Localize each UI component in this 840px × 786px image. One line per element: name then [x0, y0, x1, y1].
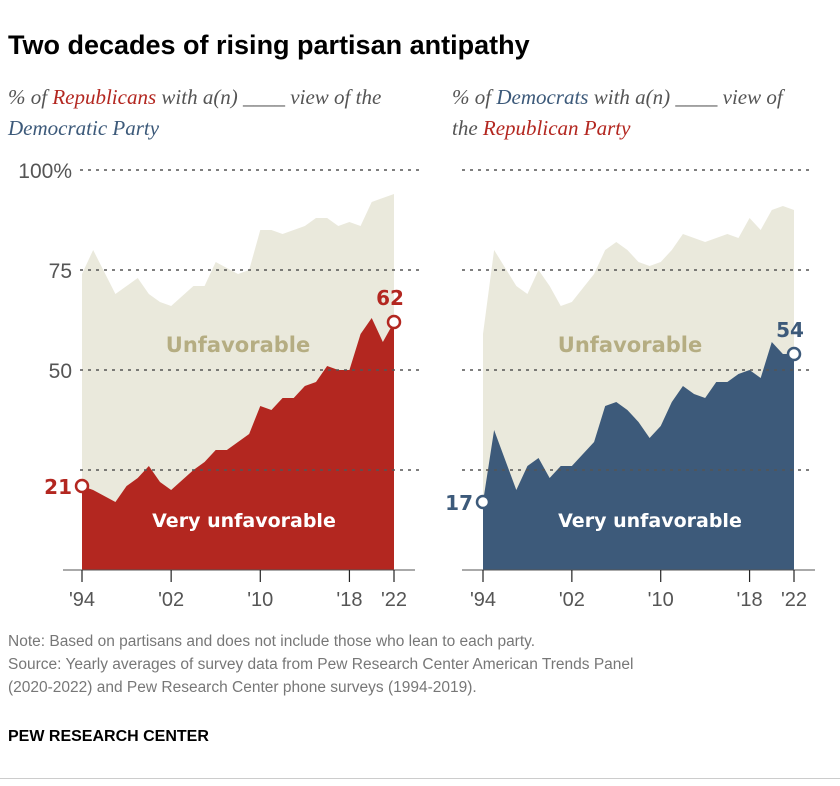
x-tick-label: '22	[381, 589, 407, 611]
source-text: (2020-2022) and Pew Research Center phon…	[8, 679, 477, 696]
start-point-marker	[74, 478, 90, 494]
end-value-label: 54	[776, 318, 804, 342]
very-unfavorable-area	[82, 318, 394, 570]
x-tick-label: '94	[69, 589, 95, 611]
note-text: Note: Based on partisans and does not in…	[8, 633, 536, 650]
x-tick-label: '02	[559, 589, 585, 611]
x-tick-label: '10	[247, 589, 273, 611]
y-tick-label: 100%	[18, 160, 72, 183]
x-tick-label: '10	[648, 589, 674, 611]
y-tick-label: 50	[49, 360, 72, 383]
start-value-label: 21	[44, 475, 72, 499]
series-label-very-unfavorable: Very unfavorable	[558, 510, 742, 532]
x-tick-label: '18	[737, 589, 763, 611]
subtitle-group: Democrats	[496, 85, 589, 109]
subtitle-text: with a(n) ____ view of the	[452, 85, 783, 140]
subtitle-party: Democratic Party	[8, 116, 160, 140]
series-label-unfavorable: Unfavorable	[166, 333, 310, 357]
notes: Note: Based on partisans and does not in…	[8, 630, 634, 699]
right-subtitle: % of Democrats with a(n) ____ view of th…	[452, 82, 792, 144]
y-tick-label: 75	[49, 260, 72, 283]
bottom-divider	[0, 778, 840, 779]
x-tick-label: '94	[470, 589, 496, 611]
x-tick-label: '22	[781, 589, 807, 611]
start-value-label: 17	[445, 491, 473, 515]
chart-title: Two decades of rising partisan antipathy	[8, 30, 530, 60]
subtitle-party: Republican Party	[482, 116, 631, 140]
source-text: Source: Yearly averages of survey data f…	[8, 656, 634, 673]
subtitle-text: with a(n) ____ view of the	[156, 85, 382, 109]
end-point-marker	[386, 314, 402, 330]
subtitle-text: % of	[452, 85, 497, 109]
very-unfavorable-area	[483, 342, 794, 570]
series-label-very-unfavorable: Very unfavorable	[152, 510, 336, 532]
left-subtitle: % of Republicans with a(n) ____ view of …	[8, 82, 408, 144]
subtitle-text: % of	[8, 85, 53, 109]
subtitle-group: Republicans	[52, 85, 157, 109]
end-value-label: 62	[376, 286, 404, 310]
end-point-marker	[786, 346, 802, 362]
x-tick-label: '02	[158, 589, 184, 611]
brand-logo-text: PEW RESEARCH CENTER	[8, 728, 209, 745]
start-point-marker	[475, 494, 491, 510]
x-tick-label: '18	[336, 589, 362, 611]
series-label-unfavorable: Unfavorable	[558, 333, 702, 357]
